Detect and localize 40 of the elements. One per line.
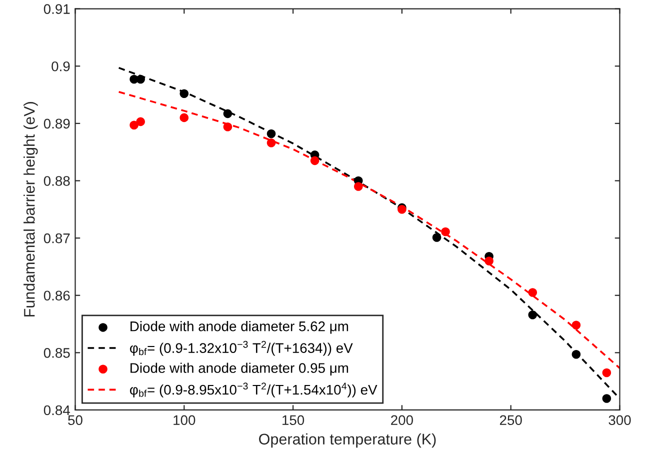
legend-label: Diode with anode diameter 0.95 μm [130, 362, 348, 376]
y-tick-label: 0.85 [44, 348, 70, 358]
x-tick-label: 200 [391, 415, 413, 426]
y-tick-label: 0.89 [44, 118, 70, 129]
point [602, 394, 612, 403]
x-tick-label: 50 [68, 415, 82, 426]
y-tick-label: 0.87 [44, 233, 70, 244]
point [266, 138, 276, 148]
y-tick-label: 0.88 [44, 176, 70, 186]
text: φ$_{bf}$= (0.9-8.95x10$^{−3}$ T$^{2}$/(T+1.54x10$^{4}$)) eV [130, 382, 378, 398]
point [528, 310, 538, 320]
point [266, 129, 276, 138]
y-tick-label: 0.91 [44, 4, 70, 14]
point [441, 227, 450, 236]
point [180, 113, 189, 122]
point [130, 120, 138, 130]
y-axis-title: Fundamental barrier height (eV) [24, 102, 38, 316]
point [432, 233, 442, 242]
x-axis-title: Operation temperature (K) [259, 433, 436, 448]
point [572, 350, 581, 359]
point [354, 182, 363, 191]
legend-label: φ$_{bf}$= (0.9-1.32x10$^{−3}$ T$^{2}$/(T+1634)) eV [130, 340, 353, 356]
point [180, 89, 189, 98]
point [572, 320, 581, 330]
y-tick-label: 0.84 [44, 405, 70, 416]
point [602, 368, 612, 378]
x-tick-label: 250 [500, 415, 522, 426]
point [223, 109, 232, 118]
point [223, 122, 232, 132]
x-tick-label: 150 [282, 415, 304, 426]
point [310, 156, 320, 166]
point [136, 74, 145, 84]
y-tick-label: 0.86 [44, 290, 70, 301]
legend-label: Diode with anode diameter 5.62 μm [130, 321, 348, 334]
point [528, 288, 538, 297]
point [136, 117, 145, 126]
x-tick-label: 100 [174, 415, 196, 426]
y-tick-label: 0.9 [52, 61, 70, 72]
x-tick-label: 300 [608, 415, 631, 426]
point [484, 256, 494, 266]
